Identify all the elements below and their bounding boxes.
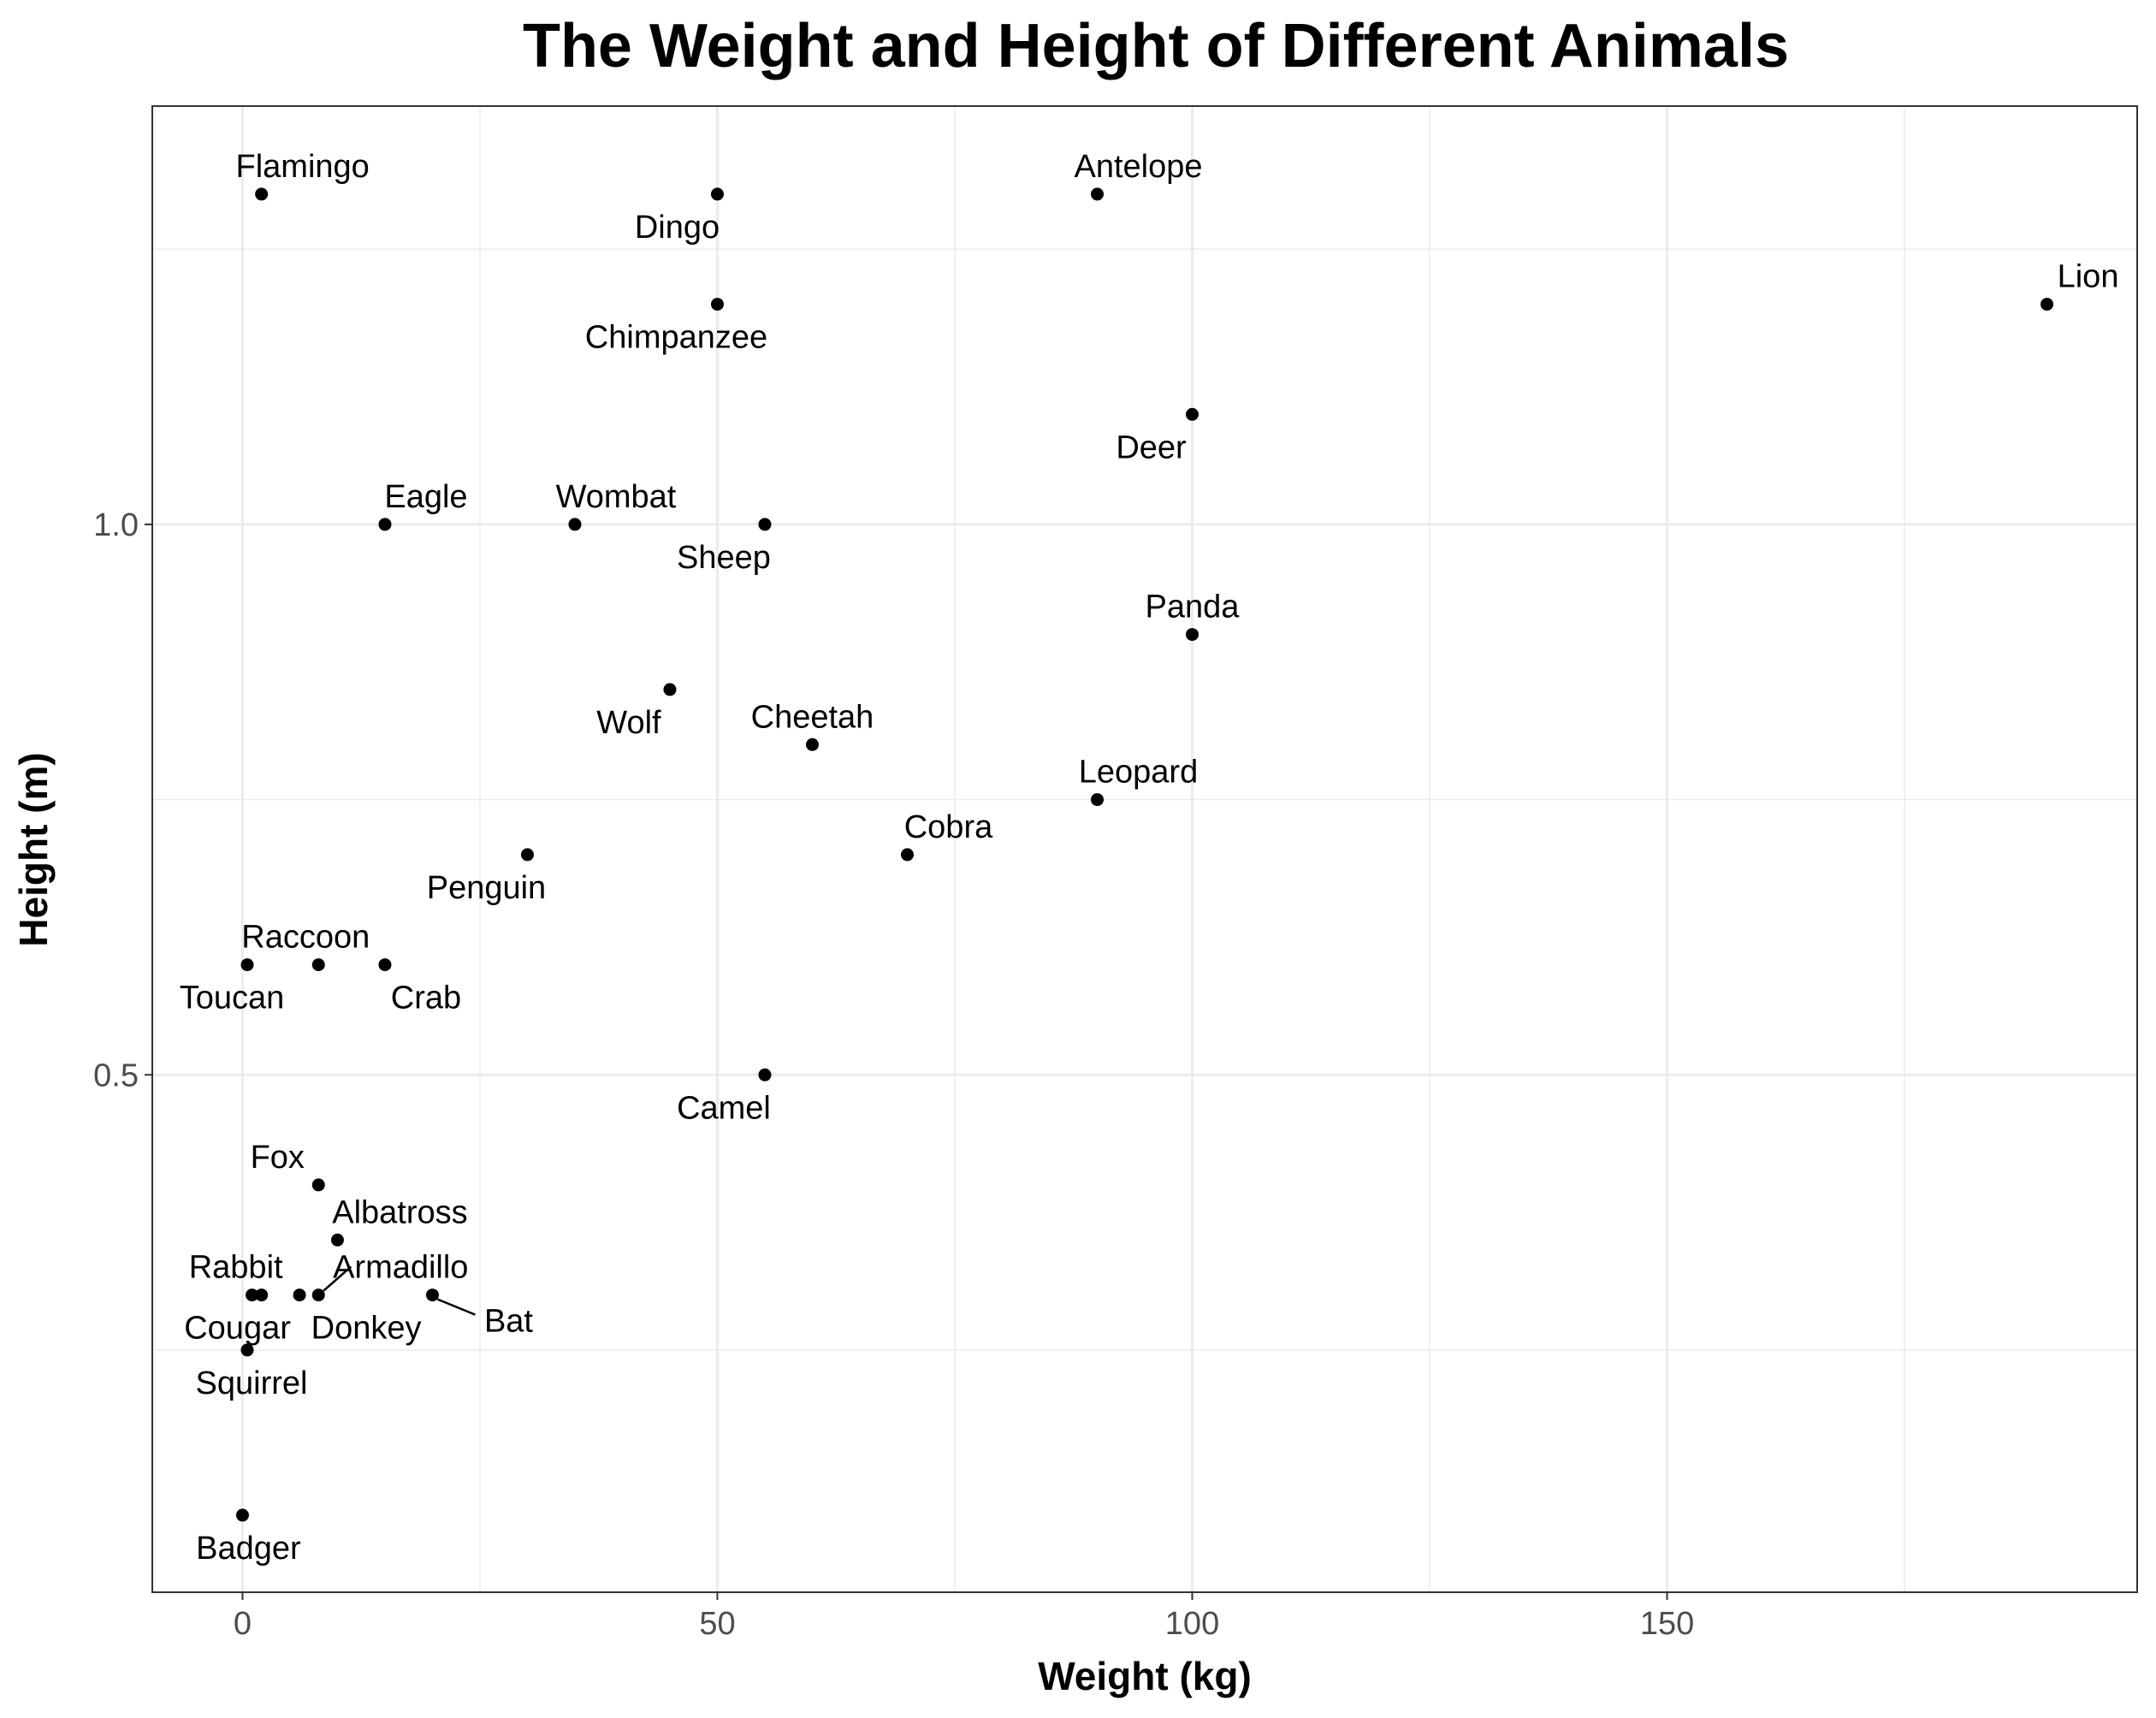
x-tick-label: 50 xyxy=(699,1606,735,1642)
y-axis-title: Height (m) xyxy=(11,752,56,946)
x-axis-title: Weight (kg) xyxy=(1038,1654,1252,1698)
point-label-chimpanzee: Chimpanzee xyxy=(585,320,767,356)
data-point-sheep xyxy=(758,518,772,531)
data-point-rabbit xyxy=(255,1288,269,1302)
data-point-cougar xyxy=(246,1288,259,1302)
point-label-fox: Fox xyxy=(251,1140,305,1176)
point-label-cobra: Cobra xyxy=(904,809,993,845)
plot-panel xyxy=(152,106,2137,1592)
point-label-deer: Deer xyxy=(1116,430,1187,465)
point-label-antelope: Antelope xyxy=(1074,149,1202,185)
grid-lines xyxy=(152,106,2137,1592)
point-label-toucan: Toucan xyxy=(180,980,285,1016)
data-point-cheetah xyxy=(805,738,819,751)
point-label-cougar: Cougar xyxy=(184,1311,291,1347)
point-label-badger: Badger xyxy=(196,1531,301,1567)
data-point-squirrel xyxy=(240,1343,254,1357)
leader-line-armadillo xyxy=(323,1265,352,1292)
point-label-penguin: Penguin xyxy=(427,870,546,906)
point-label-sheep: Sheep xyxy=(677,540,771,576)
data-point-bat xyxy=(425,1288,439,1302)
data-point-armadillo xyxy=(311,1288,325,1302)
point-label-cheetah: Cheetah xyxy=(751,699,874,735)
plot-border xyxy=(151,105,2138,1593)
point-label-raccoon: Raccoon xyxy=(241,920,370,956)
data-point-cobra xyxy=(900,848,914,862)
data-point-leopard xyxy=(1090,793,1104,807)
data-point-eagle xyxy=(378,518,392,531)
data-point-raccoon xyxy=(311,958,325,972)
point-label-panda: Panda xyxy=(1146,589,1241,625)
data-point-wombat xyxy=(568,518,582,531)
data-point-penguin xyxy=(520,848,534,862)
point-label-flamingo: Flamingo xyxy=(236,149,370,185)
data-point-camel xyxy=(758,1068,772,1081)
point-label-albatross: Albatross xyxy=(332,1194,467,1230)
point-labels: Flamingo Dingo Antelope Lion Chimpanzee Deer E… xyxy=(180,149,2119,1567)
point-label-camel: Camel xyxy=(677,1090,771,1126)
data-point-crab xyxy=(378,958,392,972)
y-tick-label: 0.5 xyxy=(93,1057,139,1093)
point-label-armadillo: Armadillo xyxy=(333,1250,468,1286)
chart-title: The Weight and Height of Different Anima… xyxy=(523,12,1789,80)
point-label-wombat: Wombat xyxy=(556,479,677,515)
data-point-deer xyxy=(1186,407,1199,421)
point-label-bat: Bat xyxy=(484,1304,533,1340)
y-tick-label: 1.0 xyxy=(93,507,139,543)
point-label-lion: Lion xyxy=(2058,259,2119,295)
x-axis-ticks: 0 50 100 150 xyxy=(234,1592,1694,1642)
x-tick-label: 150 xyxy=(1640,1606,1694,1642)
point-label-rabbit: Rabbit xyxy=(189,1250,283,1286)
data-point-lion xyxy=(2040,298,2054,311)
point-label-squirrel: Squirrel xyxy=(196,1366,308,1401)
data-point-donkey xyxy=(293,1288,306,1302)
data-point-antelope xyxy=(1090,187,1104,201)
data-point-wolf xyxy=(663,683,677,696)
data-point-albatross xyxy=(330,1233,344,1247)
x-tick-label: 100 xyxy=(1165,1606,1219,1642)
y-axis-ticks: 0.5 1.0 xyxy=(93,507,152,1093)
point-label-crab: Crab xyxy=(391,980,461,1016)
data-point-chimpanzee xyxy=(710,298,724,311)
point-label-dingo: Dingo xyxy=(635,210,720,246)
data-point-fox xyxy=(311,1178,325,1192)
data-point-flamingo xyxy=(255,187,269,201)
point-label-wolf: Wolf xyxy=(596,705,661,741)
label-leader-lines xyxy=(323,1265,476,1316)
x-tick-label: 0 xyxy=(234,1606,252,1642)
data-points xyxy=(235,187,2054,1522)
data-point-toucan xyxy=(240,958,254,972)
data-point-panda xyxy=(1186,628,1199,642)
data-point-dingo xyxy=(710,187,724,201)
data-point-badger xyxy=(235,1508,249,1522)
point-label-eagle: Eagle xyxy=(384,479,467,515)
point-label-leopard: Leopard xyxy=(1079,755,1198,791)
leader-line-bat xyxy=(436,1298,476,1316)
point-label-donkey: Donkey xyxy=(311,1311,422,1347)
